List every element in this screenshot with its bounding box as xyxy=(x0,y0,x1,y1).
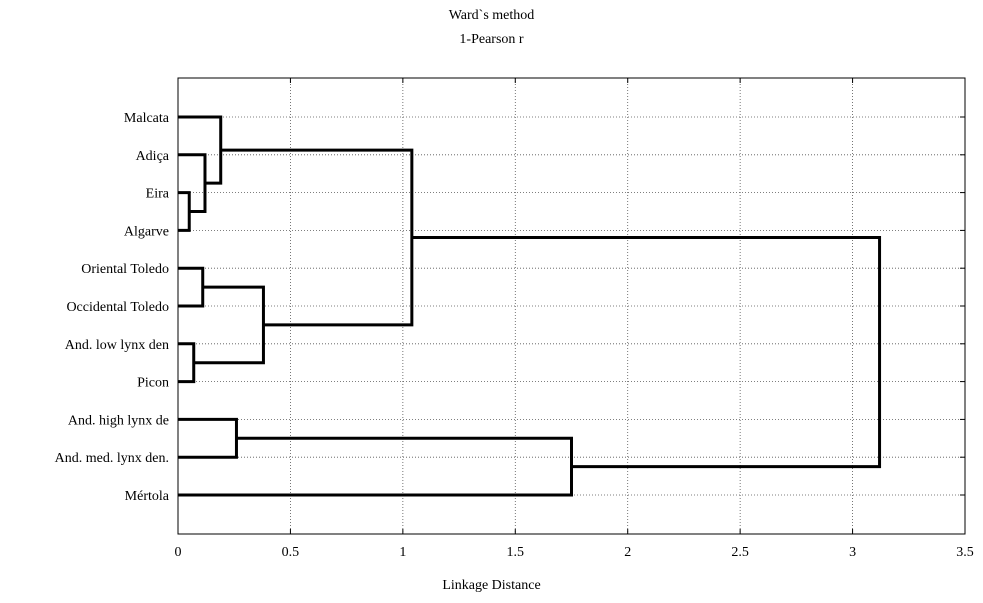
x-tick-label: 3.5 xyxy=(956,545,974,560)
dendrogram-link xyxy=(178,266,205,308)
x-tick-label: 2 xyxy=(624,545,631,560)
dendrogram-link xyxy=(220,148,414,327)
x-tick-labels: 0 0.5 1 1.5 2 2.5 3 3.5 xyxy=(175,545,974,560)
leaf-label: Malcata xyxy=(124,111,170,126)
leaf-label: Eira xyxy=(146,187,170,202)
leaf-label: Mértola xyxy=(125,489,170,504)
dendrogram-link xyxy=(178,342,196,384)
dendrogram-branches xyxy=(178,115,882,497)
chart-subtitle: 1-Pearson r xyxy=(459,32,524,47)
dendrogram-link xyxy=(178,153,207,213)
leaf-label: Occidental Toledo xyxy=(66,300,169,315)
x-tick-label: 0.5 xyxy=(282,545,300,560)
leaf-label: Oriental Toledo xyxy=(81,262,169,277)
leaf-label: And. high lynx de xyxy=(68,413,169,428)
leaf-label: And. med. lynx den. xyxy=(55,451,169,466)
chart-title: Ward`s method xyxy=(448,8,535,23)
dendrogram-link xyxy=(411,235,882,469)
leaf-label: Algarve xyxy=(124,224,169,239)
leaf-label: And. low lynx den xyxy=(65,338,169,353)
dendrogram-link xyxy=(178,417,238,459)
x-tick-label: 2.5 xyxy=(731,545,749,560)
x-axis-label: Linkage Distance xyxy=(442,578,541,593)
x-tick-label: 0 xyxy=(175,545,182,560)
dendrogram-link xyxy=(178,115,223,185)
leaf-label: Picon xyxy=(137,376,169,391)
x-tick-label: 1.5 xyxy=(507,545,525,560)
x-tick-label: 3 xyxy=(849,545,856,560)
x-tick-label: 1 xyxy=(399,545,406,560)
dendrogram-link xyxy=(178,191,191,232)
leaf-labels: Malcata Adiça Eira Algarve Oriental Toledo Oc… xyxy=(55,111,170,504)
leaf-label: Adiça xyxy=(136,149,170,164)
